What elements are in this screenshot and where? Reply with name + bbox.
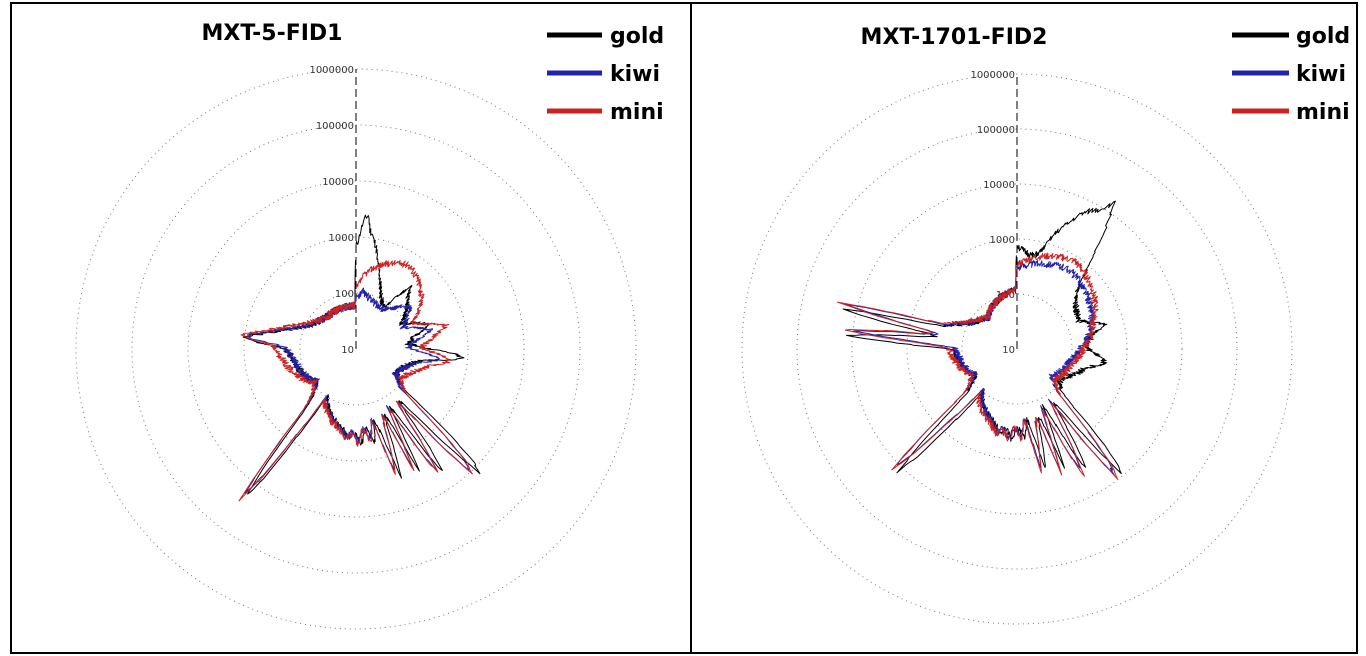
radial-tick-label: 10 — [1002, 345, 1015, 356]
legend: gold kiwi mini — [547, 24, 664, 125]
radial-tick-label: 1000 — [990, 235, 1015, 246]
legend-label-mini: mini — [1296, 100, 1350, 125]
radial-tick-label: 100000 — [977, 125, 1015, 136]
chart-title: MXT-5-FID1 — [202, 21, 343, 46]
chart-panel-left: 10 100 1000 10000 100000 1000000 MXT-5-FID1 g… — [12, 4, 690, 652]
chart-title: MXT-1701-FID2 — [861, 25, 1048, 50]
radial-tick-label: 1000 — [329, 233, 354, 244]
legend-label-gold: gold — [1296, 24, 1350, 49]
radial-tick-label: 10 — [341, 345, 354, 356]
legend-label-kiwi: kiwi — [1296, 62, 1346, 87]
series-line-kiwi — [846, 261, 1115, 476]
legend: gold kiwi mini — [1232, 24, 1350, 125]
radial-tick-label: 1000000 — [309, 65, 354, 76]
legend-label-mini: mini — [610, 100, 664, 125]
radial-tick-label: 10000 — [983, 180, 1015, 191]
legend-label-kiwi: kiwi — [610, 62, 660, 87]
radial-tick-label: 100000 — [316, 121, 354, 132]
radial-tick-label: 100 — [335, 289, 354, 300]
legend-label-gold: gold — [610, 24, 664, 49]
series-line-mini — [239, 261, 472, 501]
series-line-kiwi — [245, 288, 469, 493]
chart-panel-right: 10 100 1000 10000 100000 1000000 MXT-1701-FID… — [692, 4, 1356, 652]
polar-chart-left: 10 100 1000 10000 100000 1000000 MXT-5-FID1 g… — [12, 4, 690, 652]
radial-tick-label: 10000 — [322, 177, 354, 188]
radial-tick-label: 1000000 — [970, 70, 1015, 81]
